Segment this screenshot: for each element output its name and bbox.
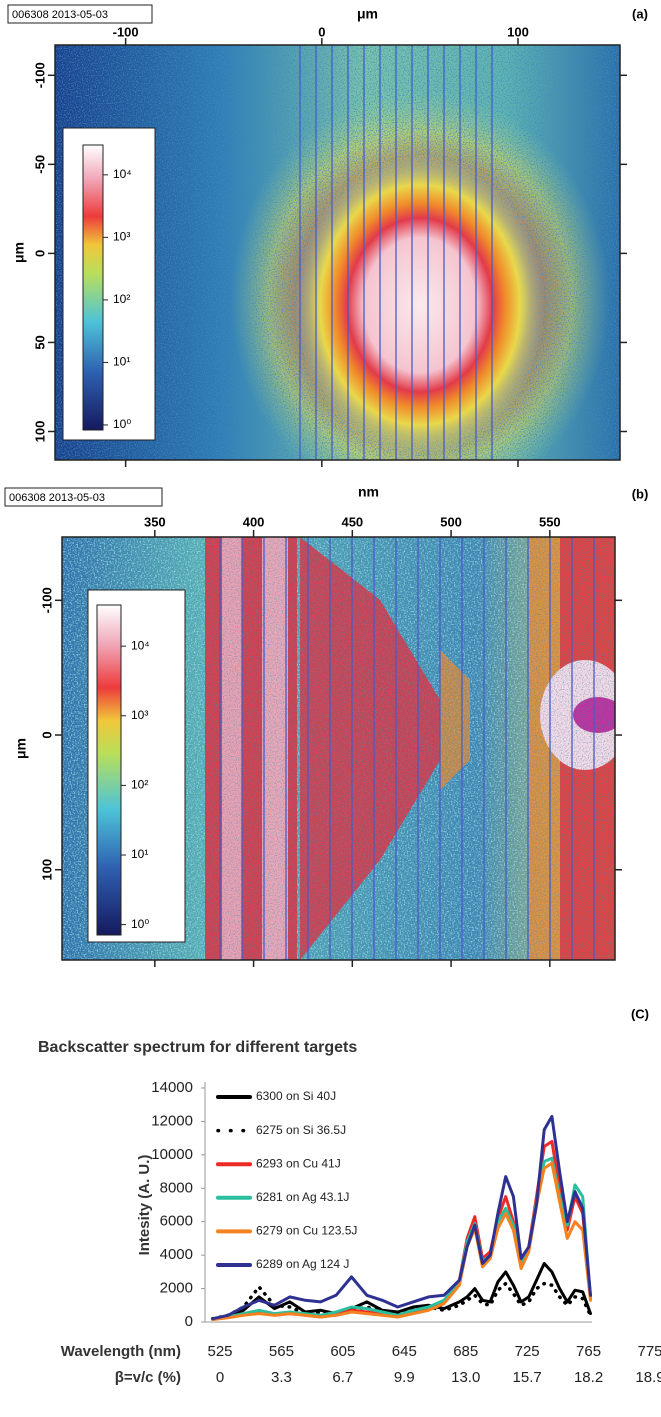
x-tick-label: 725 <box>515 1343 540 1360</box>
x-tick-label: 525 <box>207 1343 232 1360</box>
colorbar-tick-label: 10⁰ <box>113 417 131 431</box>
y-tick-label: 8000 <box>160 1179 193 1196</box>
x-tick-label: 550 <box>539 514 561 529</box>
legend-label: 6281 on Ag 43.1J <box>256 1190 349 1204</box>
y-tick-label: 50 <box>32 335 47 349</box>
y-axis-label: μm <box>11 242 27 263</box>
colorbar-tick-label: 10¹ <box>113 355 130 369</box>
secondary-x-tick-label: 6.7 <box>332 1369 353 1386</box>
secondary-x-tick-label: 13.0 <box>451 1369 480 1386</box>
chart-title: Backscatter spectrum for different targe… <box>38 1039 357 1056</box>
legend-label: 6275 on Si 36.5J <box>256 1123 346 1137</box>
colorbar-box <box>62 127 156 441</box>
legend-label: 6289 on Ag 124 J <box>256 1257 349 1271</box>
x-tick-label: -100 <box>113 24 139 39</box>
plot-frame <box>61 536 616 961</box>
colorbar-tick-label: 10¹ <box>131 847 148 861</box>
legend-label: 6279 on Cu 123.5J <box>256 1224 357 1238</box>
legend-label: 6300 on Si 40J <box>256 1089 336 1103</box>
stamp: 006308 2013-05-03 <box>12 9 108 21</box>
y-tick-label: 4000 <box>160 1246 193 1263</box>
x-tick-label: 645 <box>392 1343 417 1360</box>
x-tick-label: 565 <box>269 1343 294 1360</box>
secondary-x-tick-label: 9.9 <box>394 1369 415 1386</box>
y-axis-label: μm <box>13 738 29 759</box>
y-tick-label: 6000 <box>160 1213 193 1230</box>
series-line <box>210 1281 593 1321</box>
x-tick-label: 100 <box>507 24 529 39</box>
x-tick-label: 500 <box>440 514 462 529</box>
image-spot <box>295 155 545 455</box>
y-tick-label: 0 <box>185 1313 193 1330</box>
secondary-x-tick-label: 0 <box>216 1369 224 1386</box>
secondary-x-tick-label: 3.3 <box>271 1369 292 1386</box>
stamp-box <box>7 4 153 24</box>
x-axis-label: nm <box>358 484 379 500</box>
plot-frame <box>54 44 621 461</box>
colorbar-tick-label: 10⁴ <box>131 638 150 652</box>
legend-label: 6293 on Cu 41J <box>256 1156 341 1170</box>
x-axis-label: μm <box>357 6 378 22</box>
panel-label: (a) <box>632 6 648 21</box>
series-line <box>211 1161 592 1321</box>
x-tick-label: 605 <box>330 1343 355 1360</box>
x-tick-label: 775 <box>637 1343 661 1360</box>
colorbar-tick-label: 10² <box>131 778 148 792</box>
colorbar-tick-label: 10³ <box>131 708 148 722</box>
stamp-box <box>4 487 163 507</box>
x-tick-label: 350 <box>144 514 166 529</box>
x-tick-label: 0 <box>318 24 325 39</box>
secondary-x-tick-label: 18.9 <box>635 1369 661 1386</box>
x-tick-label: 450 <box>341 514 363 529</box>
secondary-x-axis-label: β=v/c (%) <box>115 1369 181 1386</box>
y-tick-label: 0 <box>32 250 47 257</box>
secondary-x-tick-label: 18.2 <box>574 1369 603 1386</box>
y-tick-label: 14000 <box>151 1079 193 1096</box>
y-tick-label: 100 <box>32 421 47 443</box>
y-tick-label: 10000 <box>151 1146 193 1163</box>
colorbar-tick-label: 10⁰ <box>131 917 149 931</box>
secondary-x-tick-label: 15.7 <box>513 1369 542 1386</box>
y-tick-label: 2000 <box>160 1280 193 1297</box>
x-tick-label: 685 <box>453 1343 478 1360</box>
y-axis-label: Intesity (A. U.) <box>136 1155 153 1256</box>
y-tick-label: -100 <box>39 587 54 613</box>
y-tick-label: -50 <box>32 155 47 174</box>
colorbar <box>96 604 122 936</box>
x-tick-label: 765 <box>576 1343 601 1360</box>
y-tick-label: 12000 <box>151 1112 193 1129</box>
panel-label: (b) <box>632 486 649 501</box>
x-axis-label: Wavelength (nm) <box>61 1343 181 1360</box>
y-tick-label: -100 <box>32 62 47 88</box>
colorbar-tick-label: 10⁴ <box>113 167 132 181</box>
colorbar-tick-label: 10² <box>113 292 130 306</box>
series-line <box>211 1114 592 1321</box>
colorbar <box>82 144 104 431</box>
x-tick-label: 400 <box>243 514 265 529</box>
y-tick-label: 0 <box>39 731 54 738</box>
panel-label: (C) <box>631 1006 649 1021</box>
series-line <box>211 1262 592 1321</box>
stamp: 006308 2013-05-03 <box>9 492 105 504</box>
colorbar-tick-label: 10³ <box>113 230 130 244</box>
y-tick-label: 100 <box>39 859 54 881</box>
